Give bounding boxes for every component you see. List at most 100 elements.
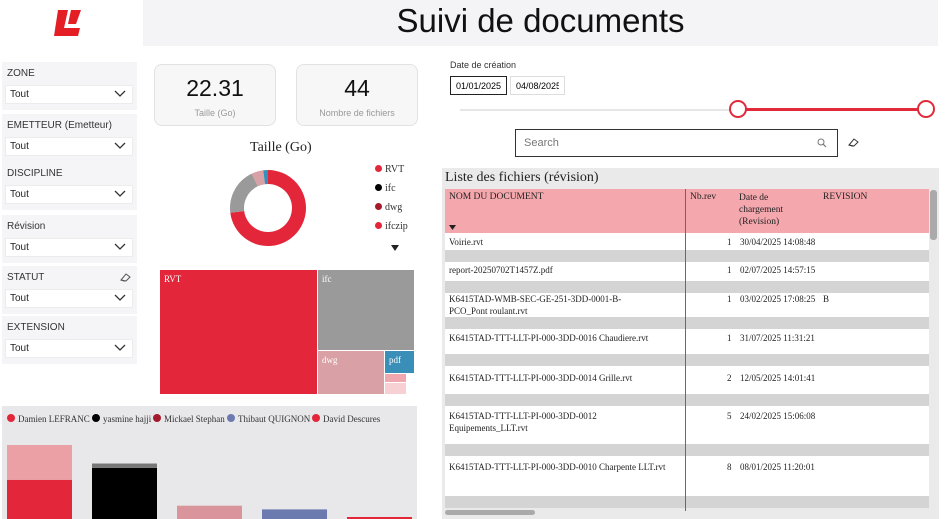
filter-label: ZONE: [7, 68, 35, 79]
legend-scroll-down-icon[interactable]: [391, 245, 399, 251]
column-header-revision[interactable]: REVISION: [823, 192, 868, 202]
eraser-icon[interactable]: [847, 137, 859, 147]
bar-david-descures[interactable]: [347, 517, 412, 519]
cell-name: K6415TAD-TTT-LLT-PI-000-3DD-0014 Grille.…: [449, 373, 633, 383]
donut-legend-item[interactable]: RVT: [375, 164, 404, 175]
cell-date: 03/02/2025 17:08:25: [740, 294, 816, 304]
column-divider: [685, 189, 686, 511]
dropdown-value: Tout: [10, 293, 29, 304]
eraser-icon[interactable]: [119, 272, 131, 282]
legend-label: dwg: [385, 202, 403, 213]
legend-dot: [375, 203, 382, 210]
cell-date: 24/02/2025 15:06:08: [740, 411, 816, 421]
chevron-down-icon: [114, 90, 126, 97]
donut-legend-item[interactable]: ifc: [375, 183, 396, 194]
cell-date: 08/01/2025 11:20:01: [740, 462, 815, 472]
bar-damien-lefranc[interactable]: [7, 479, 72, 519]
donut-slice-dwg[interactable]: [251, 170, 265, 187]
revision-dropdown[interactable]: Tout: [5, 238, 133, 257]
table-row[interactable]: K6415TAD-TTT-LLT-PI-000-3DD-0016 Chaudie…: [445, 329, 929, 354]
bar-legend-item[interactable]: Damien LEFRANC: [7, 414, 90, 424]
dropdown-value: Tout: [10, 141, 29, 152]
zone-dropdown[interactable]: Tout: [5, 85, 133, 104]
date-start-input[interactable]: [450, 76, 507, 95]
title-bar: [143, 0, 938, 46]
filter-label: STATUT: [7, 272, 45, 283]
donut-chart[interactable]: [228, 168, 308, 248]
donut-slice-ifc[interactable]: [230, 173, 258, 213]
table-horizontal-scrollbar[interactable]: [445, 510, 535, 515]
donut-slice-pdf[interactable]: [263, 170, 268, 185]
table-body: Voirie.rvt 1 30/04/2025 14:08:48 report-…: [445, 233, 929, 510]
emetteur-dropdown[interactable]: Tout: [5, 137, 133, 156]
date-slider-track[interactable]: [460, 109, 926, 111]
cell-name: K6415TAD-TTT-LLT-PI-000-3DD-0010 Charpen…: [449, 462, 666, 472]
treemap-chart[interactable]: RVT ifc dwg pdf: [160, 270, 414, 394]
legend-dot: [375, 222, 382, 229]
treemap-tile-small[interactable]: [385, 374, 406, 382]
legend-label: David Descures: [323, 414, 381, 424]
company-logo: [54, 10, 81, 36]
extension-dropdown[interactable]: Tout: [5, 339, 133, 358]
tile-label: dwg: [322, 355, 338, 365]
filter-emetteur: EMETTEUR (Emetteur) Tout: [2, 114, 137, 162]
donut-legend-item[interactable]: dwg: [375, 202, 402, 213]
treemap-tile-rvt[interactable]: RVT: [160, 270, 317, 394]
bar-mickael-stephan[interactable]: [177, 505, 242, 519]
bar-legend-item[interactable]: David Descures: [312, 414, 380, 424]
bar-segment-yasmine-hajji[interactable]: [92, 463, 157, 468]
column-header-name[interactable]: NOM DU DOCUMENT: [449, 192, 544, 202]
bar-legend-item[interactable]: yasmine hajji: [92, 414, 151, 424]
table-row[interactable]: K6415TAD-WMB-SEC-GE-251-3DD-0001-B-PCO_P…: [445, 293, 929, 317]
filter-extension: EXTENSION Tout: [2, 316, 137, 364]
column-header-nb-rev[interactable]: Nb.rev: [690, 192, 717, 202]
cell-date: 12/05/2025 14:01:41: [740, 373, 816, 383]
filter-zone: ZONE Tout: [2, 62, 137, 110]
legend-label: yasmine hajji: [103, 414, 152, 424]
discipline-dropdown[interactable]: Tout: [5, 185, 133, 204]
dropdown-value: Tout: [10, 89, 29, 100]
table-row[interactable]: K6415TAD-TTT-LLT-PI-000-3DD-0012 Equipem…: [445, 406, 929, 444]
sort-descending-icon[interactable]: [449, 225, 456, 230]
bar-legend-item[interactable]: Mickael Stephan: [153, 414, 225, 424]
legend-dot: [312, 414, 320, 422]
legend-label: Mickael Stephan: [164, 414, 225, 424]
legend-dot: [227, 414, 235, 422]
chevron-down-icon: [114, 142, 126, 149]
treemap-tile-pdf[interactable]: pdf: [385, 351, 414, 373]
legend-dot: [375, 184, 382, 191]
treemap-tile-ifc[interactable]: ifc: [318, 270, 414, 350]
table-row[interactable]: K6415TAD-TTT-LLT-PI-000-3DD-0014 Grille.…: [445, 366, 929, 394]
column-header-date[interactable]: Date de chargement (Revision): [739, 193, 784, 227]
filter-label: EMETTEUR (Emetteur): [7, 120, 113, 131]
cell-nb-rev: 5: [727, 411, 732, 421]
filter-label: DISCIPLINE: [7, 168, 63, 179]
cell-nb-rev: 2: [727, 373, 732, 383]
donut-legend-item[interactable]: ifczip: [375, 221, 408, 232]
table-row[interactable]: Voirie.rvt 1 30/04/2025 14:08:48: [445, 233, 929, 250]
donut-slice-rvt[interactable]: [230, 170, 306, 246]
tile-label: pdf: [389, 355, 401, 365]
table-vertical-scrollbar[interactable]: [930, 190, 937, 240]
bar-yasmine-hajji[interactable]: [92, 467, 157, 519]
table-row[interactable]: report-20250702T1457Z.pdf 1 02/07/2025 1…: [445, 262, 929, 281]
treemap-tile-small[interactable]: [385, 383, 406, 394]
statut-dropdown[interactable]: Tout: [5, 289, 133, 308]
search-icon[interactable]: [817, 138, 827, 148]
row-separator: [445, 354, 929, 366]
legend-label: RVT: [385, 164, 405, 175]
date-slider-start-handle[interactable]: [729, 100, 747, 118]
cell-revision: B: [823, 294, 830, 304]
kpi-label: Nombre de fichiers: [319, 108, 395, 118]
treemap-tile-dwg[interactable]: dwg: [318, 351, 384, 394]
cell-name: K6415TAD-TTT-LLT-PI-000-3DD-0012 Equipem…: [449, 411, 597, 433]
kpi-value: 22.31: [186, 75, 244, 101]
date-slider-end-handle[interactable]: [917, 100, 935, 118]
search-input[interactable]: [524, 136, 804, 150]
bars-area: [7, 445, 412, 519]
bar-segment-damien-lefranc[interactable]: [7, 445, 72, 480]
table-row[interactable]: K6415TAD-TTT-LLT-PI-000-3DD-0010 Charpen…: [445, 456, 929, 496]
date-end-input[interactable]: [510, 76, 565, 95]
bar-legend-item[interactable]: Thibaut QUIGNON: [227, 414, 310, 424]
bar-thibaut-quignon[interactable]: [262, 509, 327, 519]
